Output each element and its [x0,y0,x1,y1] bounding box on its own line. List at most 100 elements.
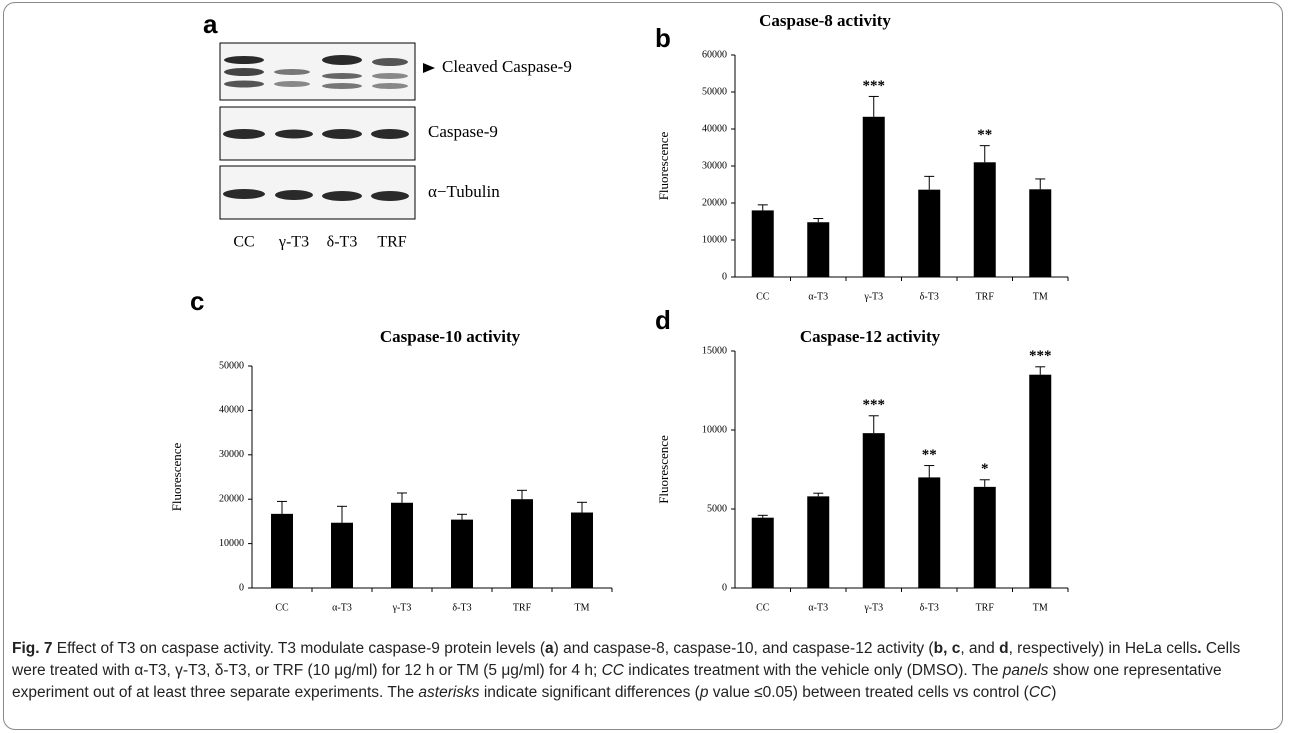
y-tick-label: 30000 [219,449,244,460]
error-bar [1035,367,1045,375]
error-bar [980,480,990,487]
bar [271,514,293,588]
blot-row-label: Caspase-9 [428,122,498,141]
caption-run: ) [1051,684,1056,701]
caption-run: CC [1029,684,1051,701]
error-bar [517,490,527,499]
error-bar [758,515,768,517]
caption-run: asterisks [418,684,479,701]
x-tick-label: γ-T3 [863,291,883,302]
x-tick-label: α-T3 [808,602,828,613]
bar [918,190,940,277]
bar [752,518,774,588]
y-axis-label: Fluorescence [656,435,671,504]
blot-lane-label: γ-T3 [278,234,309,251]
y-tick-label: 0 [722,582,727,593]
bar [974,487,996,588]
error-bar [869,416,879,433]
x-tick-label: TRF [976,291,995,302]
blot-lane-label: CC [233,234,254,251]
y-tick-label: 10000 [702,234,727,245]
y-tick-label: 0 [239,582,244,593]
x-tick-label: TRF [976,602,995,613]
bar [863,117,885,277]
y-tick-label: 20000 [702,197,727,208]
y-axis-label: Fluorescence [656,131,671,200]
x-tick-label: TM [575,602,590,613]
y-tick-label: 40000 [702,123,727,134]
bar [807,496,829,588]
caption-run: panels [1003,662,1049,679]
y-tick-label: 50000 [702,86,727,97]
y-tick-label: 10000 [702,424,727,435]
blot-lane-label: TRF [377,234,406,251]
bar [807,222,829,277]
y-axis-label: Fluorescence [169,442,184,511]
caption-run: Effect of T3 on caspase activity. T3 mod… [52,640,545,657]
error-bar [457,514,467,519]
error-bar [869,96,879,116]
caption-run: d [999,640,1008,657]
x-tick-label: δ-T3 [920,291,939,302]
y-tick-label: 15000 [702,345,727,356]
blot-lane-label: δ-T3 [327,234,358,251]
arrowhead [423,63,435,73]
caption-run: b, c [934,640,961,657]
significance-label: *** [863,78,886,94]
bar [391,503,413,588]
bar [331,523,353,588]
bar [918,477,940,588]
y-tick-label: 10000 [219,538,244,549]
x-tick-label: TM [1033,291,1048,302]
figure-caption: Fig. 7 Effect of T3 on caspase activity.… [12,638,1274,704]
significance-label: ** [922,447,937,463]
y-tick-label: 50000 [219,360,244,371]
panel-letter: a [203,9,218,39]
error-bar [397,493,407,503]
error-bar [758,205,768,211]
caption-run: a [545,640,554,657]
bar [451,520,473,588]
error-bar [924,466,934,478]
caption-run: indicate significant differences ( [480,684,700,701]
error-bar [980,146,990,163]
x-tick-label: δ-T3 [920,602,939,613]
chart-title: Caspase-10 activity [380,327,521,346]
bar [571,513,593,588]
bar [863,433,885,588]
x-tick-label: γ-T3 [392,602,412,613]
y-tick-label: 40000 [219,405,244,416]
bar [1029,375,1051,588]
bar [974,162,996,277]
blot-row-label: α−Tubulin [428,182,500,201]
x-tick-label: TRF [513,602,532,613]
x-tick-label: γ-T3 [863,602,883,613]
bar [1029,189,1051,277]
error-bar [277,501,287,513]
bar [511,499,533,588]
y-tick-label: 20000 [219,493,244,504]
significance-label: * [981,461,989,477]
error-bar [337,506,347,522]
caption-run: indicates treatment with the vehicle onl… [624,662,1003,679]
significance-label: *** [863,397,886,413]
y-tick-label: 5000 [707,503,727,514]
blot-row-label: Cleaved Caspase-9 [442,57,572,76]
significance-label: ** [977,127,992,143]
x-tick-label: α-T3 [808,291,828,302]
x-tick-label: CC [756,291,770,302]
y-tick-label: 0 [722,271,727,282]
x-tick-label: TM [1033,602,1048,613]
y-tick-label: 30000 [702,160,727,171]
x-tick-label: δ-T3 [452,602,471,613]
error-bar [577,502,587,512]
error-bar [924,176,934,189]
caption-run: , respectively) in HeLa cells [1009,640,1198,657]
error-bar [813,493,823,496]
x-tick-label: α-T3 [332,602,352,613]
panel-letter: b [655,23,671,53]
y-tick-label: 60000 [702,49,727,60]
chart-title: Caspase-12 activity [800,327,941,346]
error-bar [813,219,823,223]
bar [752,210,774,277]
